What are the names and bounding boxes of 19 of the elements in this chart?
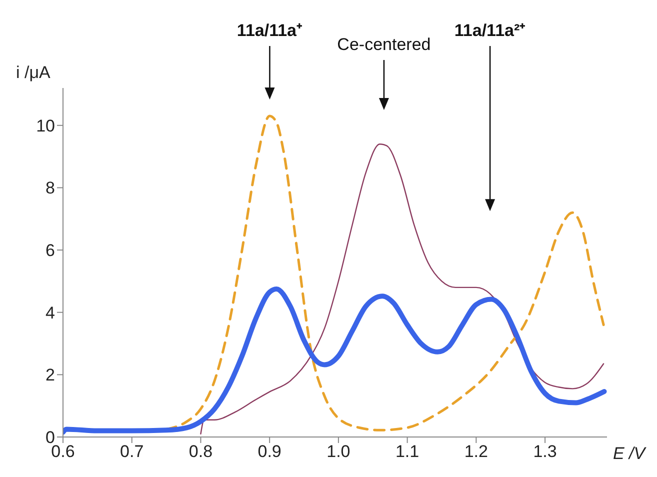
line-series xyxy=(200,143,604,434)
y-tick-label: 2 xyxy=(46,366,55,385)
x-tick-label: 0.8 xyxy=(188,442,213,462)
y-tick-label: 10 xyxy=(36,116,55,136)
x-tick-label: 0.7 xyxy=(120,442,144,462)
x-tick-label: 1.3 xyxy=(533,442,557,462)
text: 11a/11a⁺ xyxy=(236,21,303,40)
x-tick-label: 0.9 xyxy=(258,442,282,462)
x-tick-label: 1.1 xyxy=(395,442,420,462)
x-tick-label: 0.6 xyxy=(51,442,75,462)
x-tick-label: 1.2 xyxy=(464,442,488,462)
y-tick-label: 8 xyxy=(46,178,55,198)
x-tick-label: 1.0 xyxy=(326,442,350,462)
y-axis-title: i /μA xyxy=(16,63,52,82)
x-axis-title: E /V xyxy=(613,444,647,463)
text: 11a/11a²⁺ xyxy=(454,21,526,40)
y-tick-label: 6 xyxy=(46,241,55,260)
text: Ce-centered xyxy=(337,35,431,54)
y-tick-label: 4 xyxy=(46,303,55,322)
